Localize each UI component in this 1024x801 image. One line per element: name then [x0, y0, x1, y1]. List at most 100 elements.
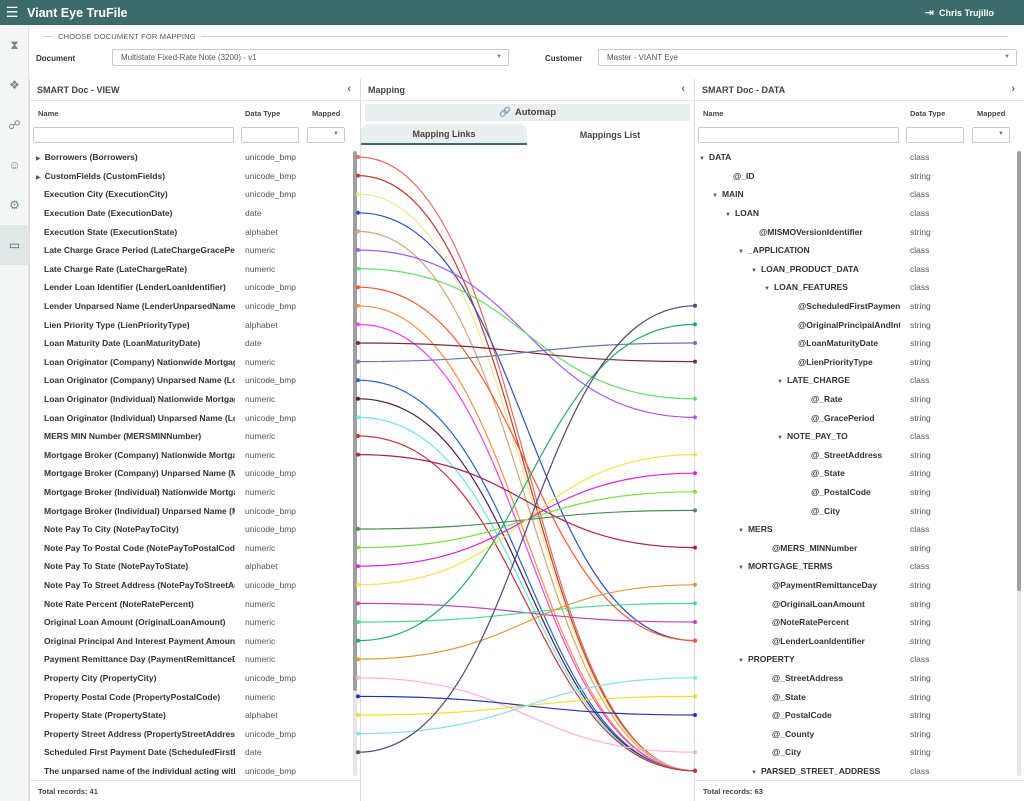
table-row[interactable]: Lien Priority Type (LienPriorityType) alp… [30, 315, 352, 334]
table-row[interactable]: Mortgage Broker (Individual) Unparsed Na… [30, 501, 352, 520]
table-row[interactable]: Property State (PropertyState) alphabet [30, 706, 352, 725]
table-row[interactable]: ▼ DATA class [695, 148, 1017, 167]
table-row[interactable]: ▼ PROPERTY class [695, 650, 1017, 669]
table-row[interactable]: @_State string [695, 687, 1017, 706]
table-row[interactable]: Note Pay To Street Address (NotePayToStr… [30, 576, 352, 595]
table-row[interactable]: Note Pay To Postal Code (NotePayToPostal… [30, 539, 352, 558]
table-row[interactable]: Note Rate Percent (NoteRatePercent) numer… [30, 594, 352, 613]
chevron-left-icon[interactable]: ‹ [681, 83, 685, 95]
cubes-icon[interactable]: ❖ [9, 78, 20, 92]
table-row[interactable]: @OriginalLoanAmount string [695, 594, 1017, 613]
table-row[interactable]: @PaymentRemittanceDay string [695, 576, 1017, 595]
caret-down-icon[interactable]: ▼ [725, 212, 731, 219]
caret-down-icon[interactable]: ▼ [699, 156, 705, 163]
table-row[interactable]: ▼ MAIN class [695, 185, 1017, 204]
table-row[interactable]: Loan Originator (Individual) Unparsed Na… [30, 408, 352, 427]
mapping-link[interactable] [357, 175, 696, 772]
table-row[interactable]: Mortgage Broker (Company) Nationwide Mor… [30, 446, 352, 465]
tab-mappings-list[interactable]: Mappings List [579, 129, 641, 140]
caret-down-icon[interactable]: ▼ [738, 528, 744, 535]
table-row[interactable]: ▼ NOTE_PAY_TO class [695, 427, 1017, 446]
mapping-link[interactable] [357, 268, 696, 400]
table-row[interactable]: @_City string [695, 501, 1017, 520]
caret-down-icon[interactable]: ▼ [738, 249, 744, 256]
mapping-link[interactable] [357, 435, 696, 772]
mapping-link[interactable] [357, 454, 696, 549]
mapped-filter-select[interactable]: ▼ [972, 127, 1010, 143]
user-menu[interactable]: ⇥ Chris Trujillo [925, 0, 994, 25]
table-row[interactable]: @_State string [695, 464, 1017, 483]
table-row[interactable]: @LoanMaturityDate string [695, 334, 1017, 353]
table-row[interactable]: Note Pay To State (NotePayToState) alphab… [30, 557, 352, 576]
table-row[interactable]: @LienPriorityType string [695, 353, 1017, 372]
right-scroll-thumb[interactable] [1017, 151, 1021, 591]
table-row[interactable]: Scheduled First Payment Date (ScheduledF… [30, 743, 352, 762]
caret-down-icon[interactable]: ▼ [764, 286, 770, 293]
type-filter-input[interactable] [241, 127, 299, 143]
table-row[interactable]: Property City (PropertyCity) unicode_bmp [30, 669, 352, 688]
table-row[interactable]: Loan Maturity Date (LoanMaturityDate) dat… [30, 334, 352, 353]
users-icon[interactable]: ☺ [8, 158, 21, 172]
mapping-link[interactable] [357, 305, 696, 753]
mapped-filter-select[interactable]: ▼ [307, 127, 345, 143]
automap-button[interactable]: 🔗 Automap [365, 104, 690, 121]
gear-icon[interactable]: ⚙ [9, 198, 20, 212]
caret-down-icon[interactable]: ▼ [777, 379, 783, 386]
document-select[interactable]: Multistate Fixed-Rate Note (3200) - v1 ▼ [112, 49, 509, 66]
table-row[interactable]: @MISMOVersionIdentifier string [695, 222, 1017, 241]
caret-right-icon[interactable]: ▶ [36, 174, 41, 181]
caret-down-icon[interactable]: ▼ [751, 770, 757, 777]
table-row[interactable]: Property Postal Code (PropertyPostalCode… [30, 687, 352, 706]
table-row[interactable]: Loan Originator (Company) Unparsed Name … [30, 371, 352, 390]
table-row[interactable]: ▼ LATE_CHARGE class [695, 371, 1017, 390]
table-row[interactable]: @_ID string [695, 167, 1017, 186]
table-row[interactable]: Mortgage Broker (Company) Unparsed Name … [30, 464, 352, 483]
left-scroll-thumb[interactable] [353, 151, 357, 691]
type-filter-input[interactable] [906, 127, 964, 143]
table-row[interactable]: Late Charge Rate (LateChargeRate) numeric [30, 260, 352, 279]
mapping-link[interactable] [357, 584, 696, 660]
table-row[interactable]: @_County string [695, 725, 1017, 744]
table-row[interactable]: Payment Remittance Day (PaymentRemittanc… [30, 650, 352, 669]
menu-icon[interactable]: ☰ [5, 4, 19, 20]
folder-icon[interactable]: ▭ [0, 225, 29, 265]
caret-down-icon[interactable]: ▼ [712, 193, 718, 200]
caret-right-icon[interactable]: ▶ [36, 156, 41, 163]
table-row[interactable]: The unparsed name of the individual acti… [30, 762, 352, 781]
table-row[interactable]: ▼ LOAN class [695, 204, 1017, 223]
chevron-right-icon[interactable]: › [1011, 83, 1015, 95]
mapping-link[interactable] [357, 379, 696, 772]
caret-down-icon[interactable]: ▼ [777, 435, 783, 442]
table-row[interactable]: ▼ MERS class [695, 520, 1017, 539]
hourglass-icon[interactable]: ⧗ [10, 37, 19, 52]
table-row[interactable]: ▼ MORTGAGE_TERMS class [695, 557, 1017, 576]
table-row[interactable]: @LenderLoanIdentifier string [695, 632, 1017, 651]
table-row[interactable]: Lender Loan Identifier (LenderLoanIdenti… [30, 278, 352, 297]
network-icon[interactable]: ☍ [8, 118, 21, 132]
table-row[interactable]: Note Pay To City (NotePayToCity) unicode_… [30, 520, 352, 539]
table-row[interactable]: @_GracePeriod string [695, 408, 1017, 427]
mapping-link[interactable] [357, 323, 696, 642]
name-filter-input[interactable] [33, 127, 234, 143]
table-row[interactable]: Property Street Address (PropertyStreetA… [30, 725, 352, 744]
mapping-link[interactable] [357, 212, 696, 642]
table-row[interactable]: @_PostalCode string [695, 706, 1017, 725]
mapping-link[interactable] [357, 454, 696, 586]
mapping-link[interactable] [357, 323, 696, 772]
table-row[interactable]: Lender Unparsed Name (LenderUnparsedName… [30, 297, 352, 316]
mapping-link[interactable] [357, 416, 696, 772]
table-row[interactable]: Execution City (ExecutionCity) unicode_bm… [30, 185, 352, 204]
table-row[interactable]: @NoteRatePercent string [695, 613, 1017, 632]
table-row[interactable]: @_PostalCode string [695, 483, 1017, 502]
mapping-link[interactable] [357, 677, 696, 735]
table-row[interactable]: Loan Originator (Individual) Nationwide … [30, 390, 352, 409]
table-row[interactable]: ▼ PARSED_STREET_ADDRESS class [695, 762, 1017, 781]
table-row[interactable]: Late Charge Grace Period (LateChargeGrac… [30, 241, 352, 260]
caret-down-icon[interactable]: ▼ [738, 658, 744, 665]
mapping-link[interactable] [357, 342, 696, 363]
table-row[interactable]: @_StreetAddress string [695, 446, 1017, 465]
table-row[interactable]: Mortgage Broker (Individual) Nationwide … [30, 483, 352, 502]
mapping-link[interactable] [357, 602, 696, 623]
